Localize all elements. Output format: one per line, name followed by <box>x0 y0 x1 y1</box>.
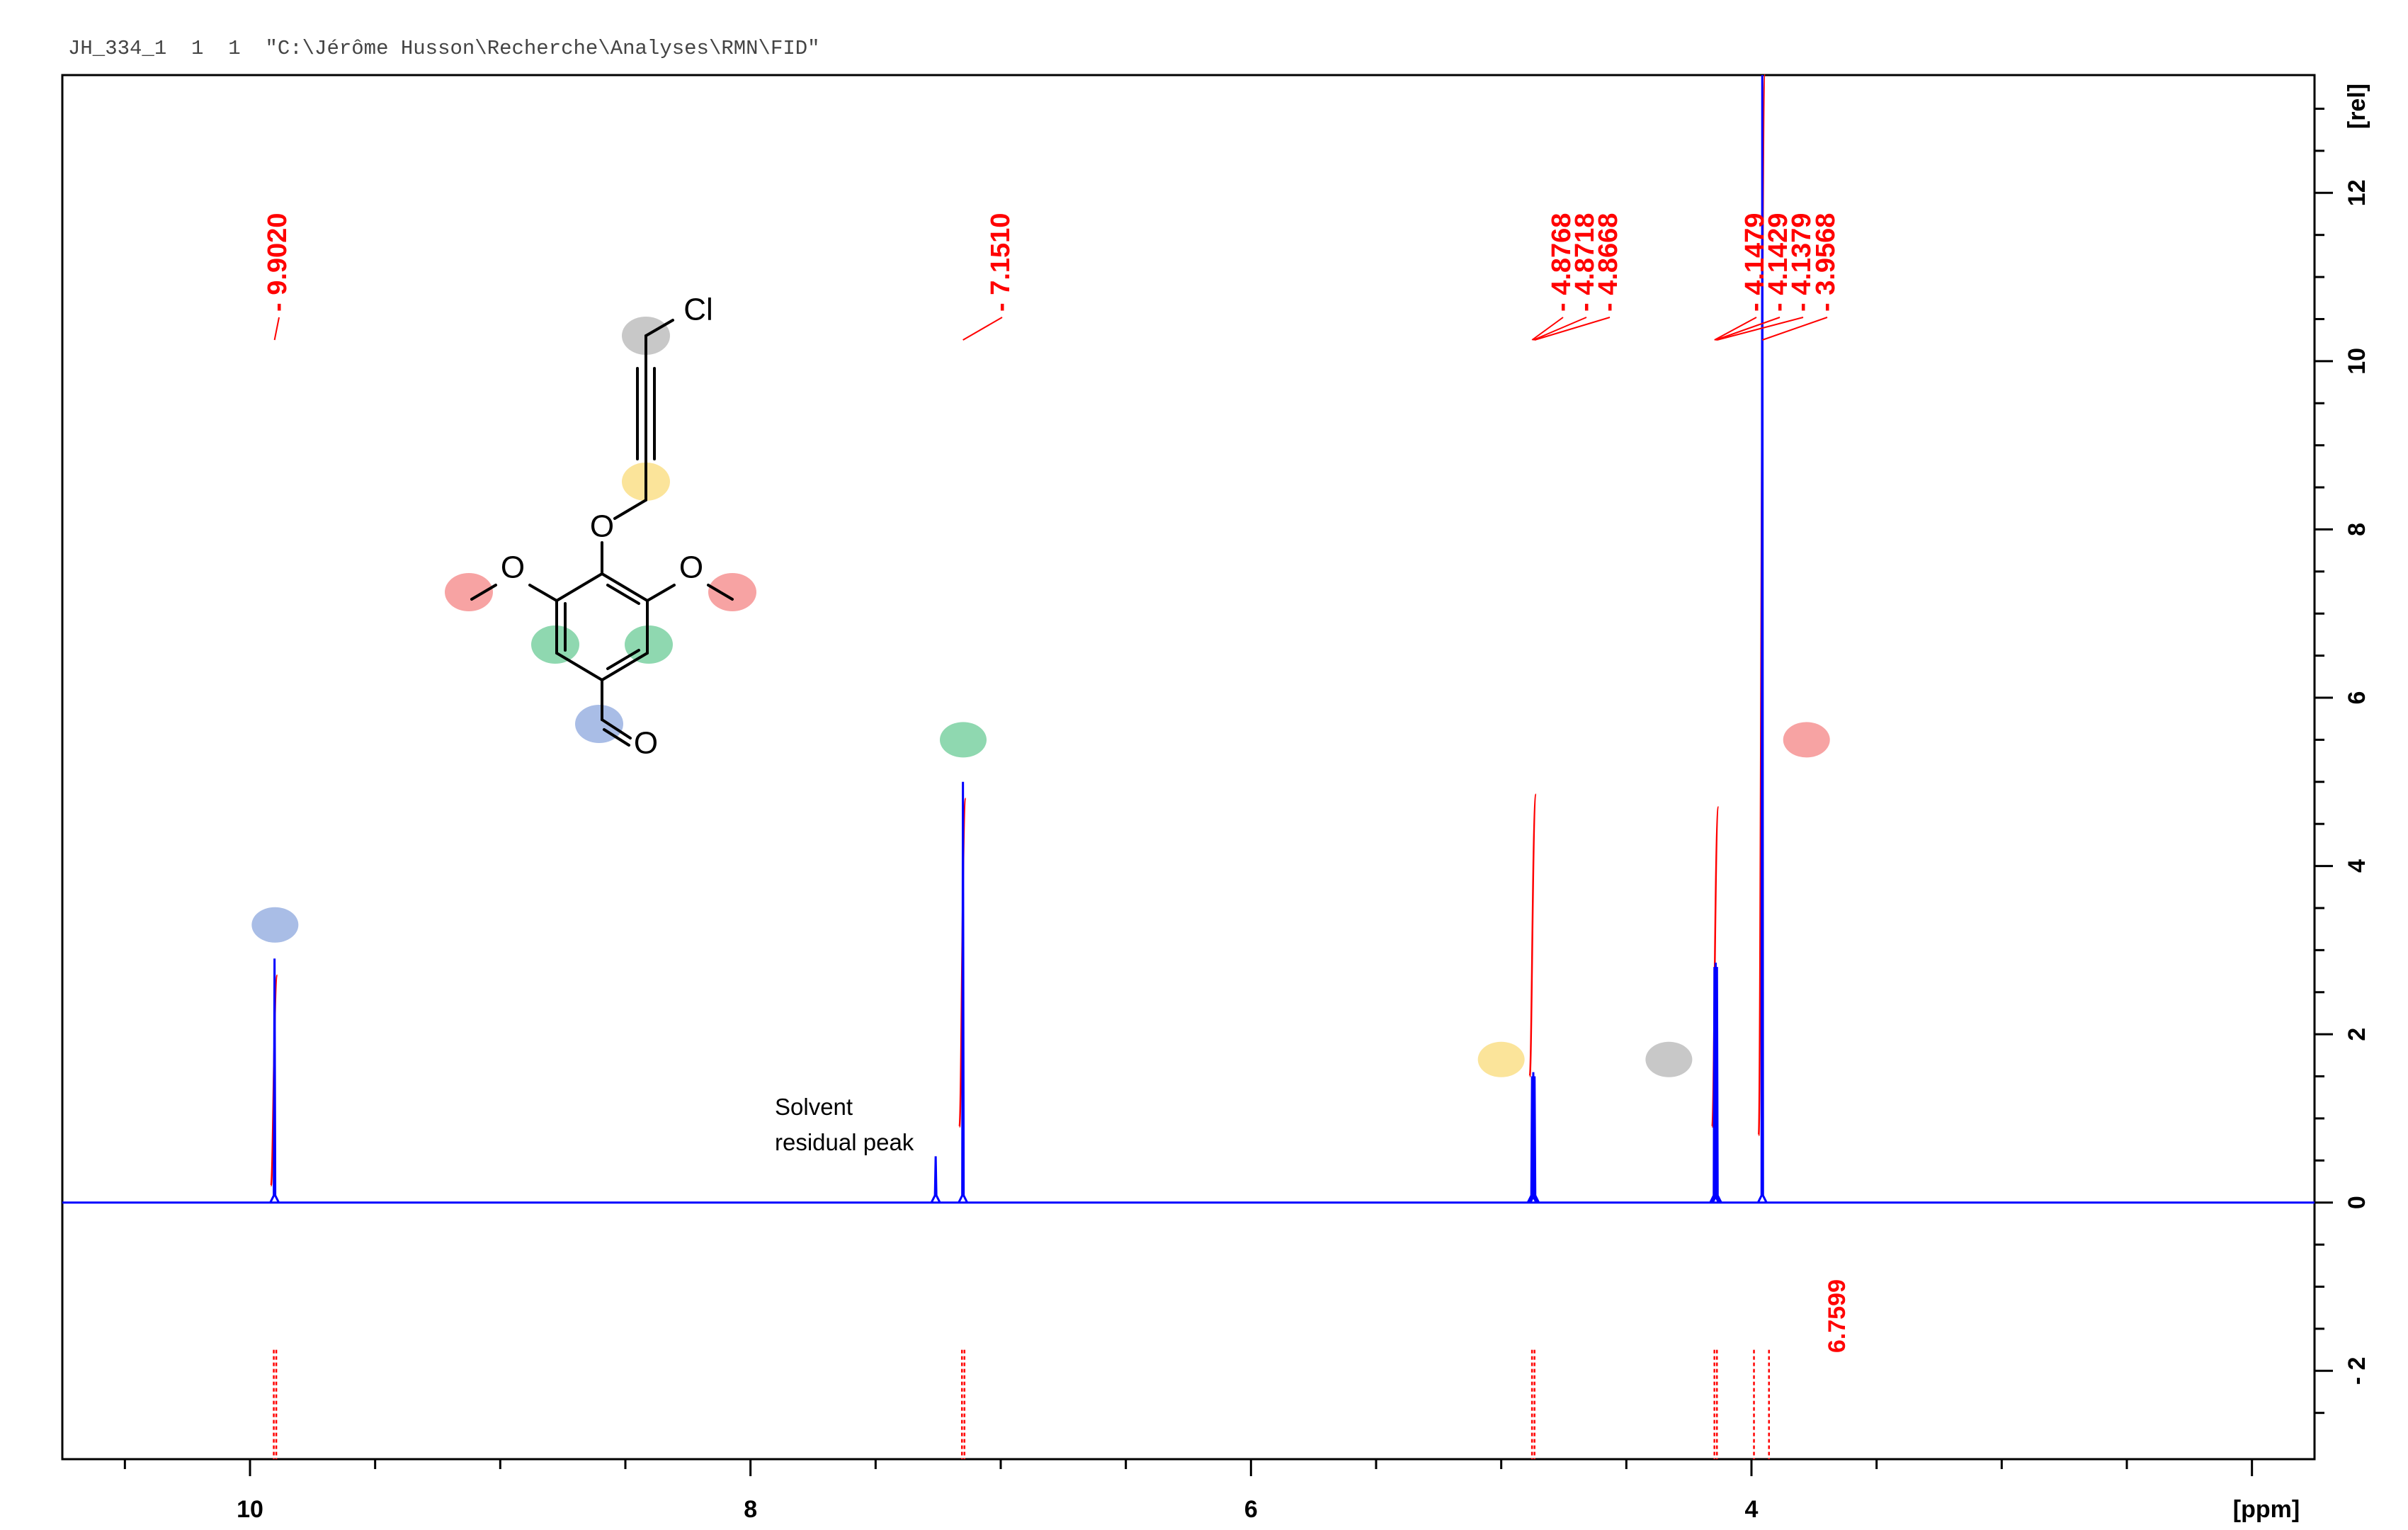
bond <box>555 572 603 602</box>
atom-cl: Cl <box>683 293 713 327</box>
bond <box>707 584 734 601</box>
peak-label: - 3.9568 <box>1811 213 1841 312</box>
atom-o-ether: O <box>590 509 614 544</box>
assignment-marker-gray <box>1645 1041 1693 1077</box>
assignment-marker-green <box>940 722 987 758</box>
x-tick-label: 6 <box>1244 1496 1258 1523</box>
x-axis-label: [ppm] <box>2233 1496 2300 1523</box>
y-tick-label: 6 <box>2344 691 2370 705</box>
spectrum-peak <box>1756 74 1768 1203</box>
assignment-marker-blue <box>251 907 299 943</box>
molecule-structure: O O O O Cl <box>445 293 756 761</box>
peak-label: - 4.8718 <box>1570 213 1600 312</box>
spectrum-peak <box>958 781 968 1203</box>
peak-label: - 4.8668 <box>1594 213 1623 312</box>
peak-leader <box>1761 317 1828 341</box>
peak-leader <box>1531 317 1564 341</box>
assignment-markers <box>251 722 1830 1077</box>
bond <box>601 572 649 602</box>
peak-labels: - 9.9020 - 7.1510 - 4.8768- 4.8718- 4.8668… <box>263 213 1851 1353</box>
peak-leader <box>1534 317 1611 341</box>
peak-leader <box>1717 317 1804 341</box>
spectrum-peak <box>269 958 280 1203</box>
bond <box>528 584 558 602</box>
y-axis-label: [rel] <box>2344 84 2370 129</box>
spectrum-peak <box>1709 967 1720 1203</box>
integral-curve <box>1528 793 1538 1077</box>
peak-label: - 7.1510 <box>986 213 1016 312</box>
bond <box>606 584 640 605</box>
peak-label: - 4.1379 <box>1787 213 1817 312</box>
bond <box>644 319 674 337</box>
bond <box>470 584 497 601</box>
bond <box>646 584 676 602</box>
solvent-note-line: Solvent <box>775 1094 853 1120</box>
bond <box>606 649 640 670</box>
y-tick-label: 12 <box>2344 179 2370 206</box>
y-tick-label: 10 <box>2344 348 2370 375</box>
atom-o-ome-right: O <box>679 550 703 585</box>
x-tick-label: 10 <box>237 1496 263 1523</box>
y-tick-label: 4 <box>2344 859 2370 873</box>
spectrum-peak <box>930 1156 941 1203</box>
peak-leader <box>1715 317 1781 341</box>
bond <box>555 652 603 681</box>
spectrum-peak <box>1526 1076 1538 1203</box>
bond <box>613 499 647 520</box>
spectrum-peak <box>1711 967 1722 1203</box>
peak-leader <box>273 317 280 341</box>
assignment-marker-yellow <box>1477 1041 1525 1077</box>
y-tick-label: - 2 <box>2344 1356 2370 1385</box>
solvent-note-line: residual peak <box>775 1129 914 1155</box>
bond <box>603 728 630 747</box>
peak-leader <box>1533 317 1587 341</box>
atom-o-carbonyl: O <box>634 726 658 761</box>
atom-o-ome-left: O <box>501 550 525 585</box>
file-path-header: JH_334_1 1 1 "C:\Jérôme Husson\Recherche… <box>68 37 820 60</box>
marker-ome-right <box>708 573 756 611</box>
peak-label: - 4.1429 <box>1764 213 1793 312</box>
peak-leader <box>962 317 1003 341</box>
chart-axes: 10 8 6 4 [ppm] - 2 0 2 4 6 8 10 12 [rel] <box>61 74 2370 1523</box>
spectrum-trace <box>62 74 2315 1204</box>
spectrum-peak <box>1529 1076 1540 1203</box>
peak-leader <box>1714 317 1757 341</box>
y-tick-label: 8 <box>2344 523 2370 536</box>
spectrum-peak <box>1528 1072 1539 1203</box>
x-tick-label: 4 <box>1745 1496 1759 1523</box>
plot-frame <box>61 74 2316 1461</box>
x-tick-label: 8 <box>744 1496 757 1523</box>
bond <box>601 718 632 740</box>
annotations: Solvent residual peak <box>775 1094 914 1155</box>
marker-ome-left <box>445 573 493 611</box>
integral-value: 6.7599 <box>1824 1279 1851 1353</box>
peak-label: - 4.8768 <box>1547 213 1577 312</box>
peak-label: - 9.9020 <box>263 213 293 312</box>
peak-label: - 4.1479 <box>1740 213 1770 312</box>
integral-curves <box>270 74 1770 1459</box>
bond <box>601 652 649 681</box>
y-tick-label: 0 <box>2344 1196 2370 1209</box>
spectrum-peak <box>1710 963 1721 1203</box>
assignment-marker-red <box>1783 722 1830 758</box>
y-tick-label: 2 <box>2344 1028 2370 1041</box>
